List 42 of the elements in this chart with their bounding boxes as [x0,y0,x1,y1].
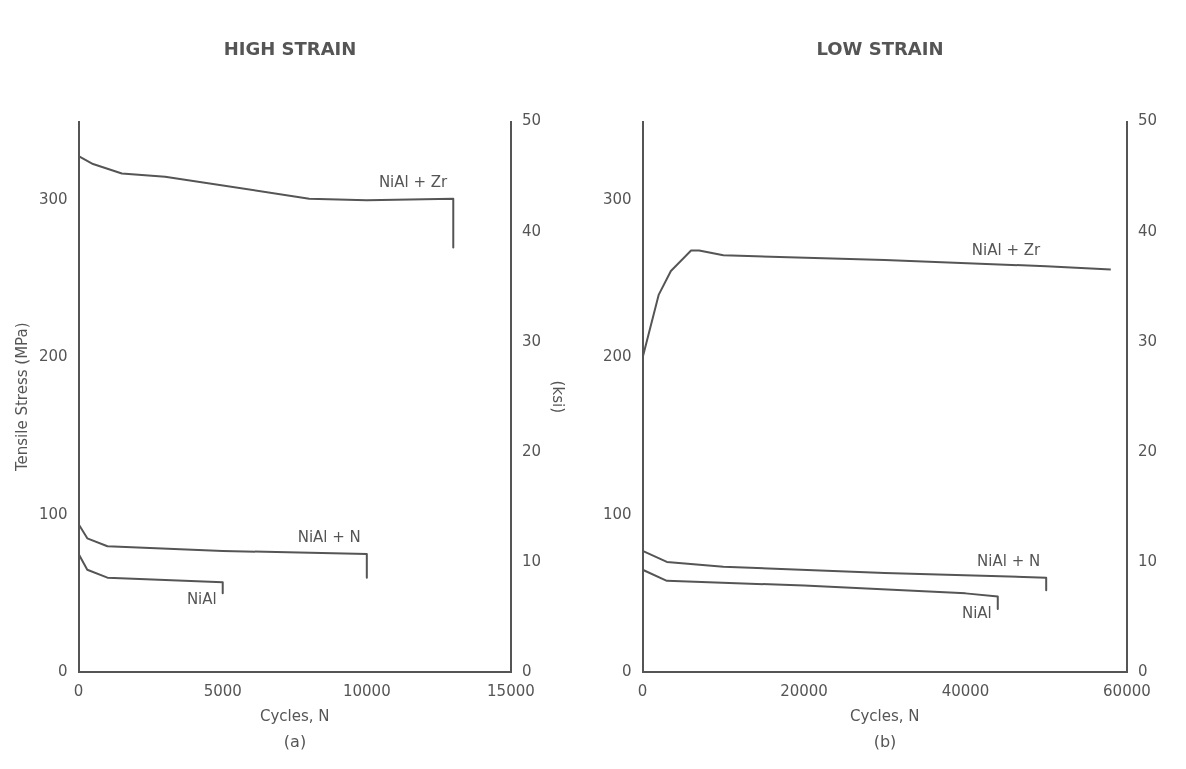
text: (a) [282,732,308,751]
y-axis-title: Tensile Stress (MPa) [12,322,31,473]
y2-tick-label: 30 [1137,331,1158,350]
series-label: NiAl [186,589,217,608]
y2-tick-label: 10 [521,551,542,570]
y2-axis-title: (ksi) [549,380,568,413]
y2-tick-label: 0 [1137,661,1148,680]
y2-tick-label: 20 [1137,441,1158,460]
y-tick-label: 300 [602,190,632,209]
chart-title: HIGH STRAIN [223,38,357,60]
y-tick-label: 100 [38,504,68,523]
y-tick-label: 0 [58,661,68,680]
y2-tick-label: 20 [521,441,542,460]
y-tick-label: 200 [38,347,68,366]
series-label: NiAl + N [297,528,361,547]
series-label: NiAl + Zr [378,173,449,192]
y2-tick-label: 50 [1137,111,1158,130]
y2-tick-label: 0 [521,661,532,680]
y2-tick-label: 30 [521,331,542,350]
y-tick-label: 300 [38,190,68,209]
x-tick-label: 0 [73,681,84,700]
x-tick-label: 20000 [780,681,828,700]
x-axis-title: Cycles, N [259,706,330,725]
x-tick-label: 0 [637,681,648,700]
y2-tick-label: 50 [521,111,542,130]
y-tick-label: 100 [602,504,632,523]
text: (b) [872,732,898,751]
y-tick-label: 0 [622,661,632,680]
x-tick-label: 10000 [342,681,391,700]
series-label: NiAl + Zr [971,240,1042,259]
y2-tick-label: 40 [521,221,542,240]
x-tick-label: 40000 [941,681,990,700]
series-label: NiAl [961,603,992,622]
x-tick-label: 15000 [487,681,535,700]
y-tick-label: 200 [602,347,632,366]
chart-title: LOW STRAIN [816,38,944,60]
y2-tick-label: 40 [1137,221,1158,240]
y2-tick-label: 10 [1137,551,1158,570]
x-tick-label: 60000 [1103,681,1151,700]
x-tick-label: 5000 [203,681,242,700]
series-label: NiAl + N [977,552,1041,571]
x-axis-title: Cycles, N [849,706,920,725]
